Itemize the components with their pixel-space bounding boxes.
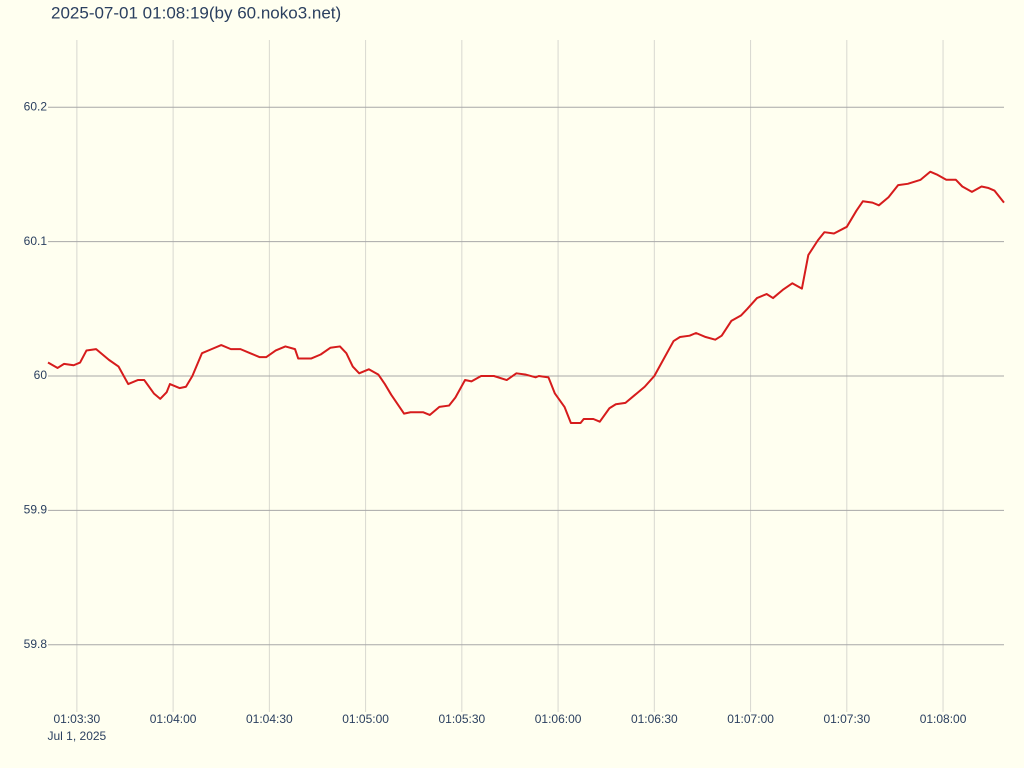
x-tick-label: 01:05:00 <box>342 712 389 726</box>
y-tick-label: 60 <box>34 368 48 382</box>
x-tick-label: 01:06:00 <box>535 712 582 726</box>
y-tick-label: 60.1 <box>24 234 48 248</box>
x-tick-label: 01:08:00 <box>920 712 967 726</box>
y-tick-label: 60.2 <box>24 99 48 113</box>
x-tick-label: 01:07:30 <box>823 712 870 726</box>
y-tick-label: 59.9 <box>24 503 48 517</box>
y-tick-label: 59.8 <box>24 637 48 651</box>
x-tick-label: 01:06:30 <box>631 712 678 726</box>
x-tick-label: 01:04:30 <box>246 712 293 726</box>
price-line <box>47 170 1005 425</box>
x-date-label: Jul 1, 2025 <box>48 729 107 743</box>
x-tick-label: 01:05:30 <box>438 712 485 726</box>
x-tick-label: 01:07:00 <box>727 712 774 726</box>
chart-title: 2025-07-01 01:08:19(by 60.noko3.net) <box>51 3 341 22</box>
x-tick-label: 01:04:00 <box>150 712 197 726</box>
x-tick-label: 01:03:30 <box>54 712 101 726</box>
